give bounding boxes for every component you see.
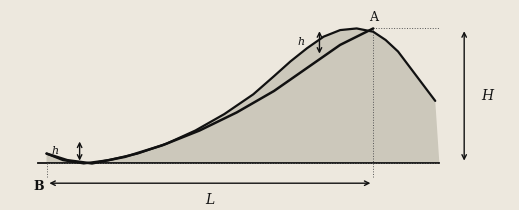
Text: H: H [481,89,493,103]
Text: B: B [33,180,44,193]
Text: h: h [52,146,59,156]
Polygon shape [47,28,440,163]
Text: h: h [298,37,305,47]
Text: L: L [205,193,214,207]
Text: A: A [368,10,378,24]
